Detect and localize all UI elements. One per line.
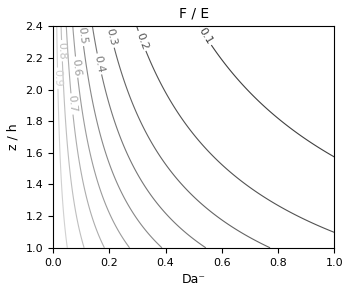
Text: 0.3: 0.3 [105,28,118,47]
Text: 0.8: 0.8 [57,42,67,60]
Text: 0.1: 0.1 [197,26,214,46]
Text: 0.6: 0.6 [71,58,83,76]
Text: 0.2: 0.2 [134,31,150,51]
Text: 0.9: 0.9 [52,69,63,87]
Title: F / E: F / E [178,7,209,21]
Y-axis label: z / h: z / h [7,124,20,150]
Text: 0.4: 0.4 [93,54,106,74]
X-axis label: Da⁻: Da⁻ [182,273,206,286]
Text: 0.7: 0.7 [66,95,78,113]
Text: 0.5: 0.5 [76,26,88,45]
